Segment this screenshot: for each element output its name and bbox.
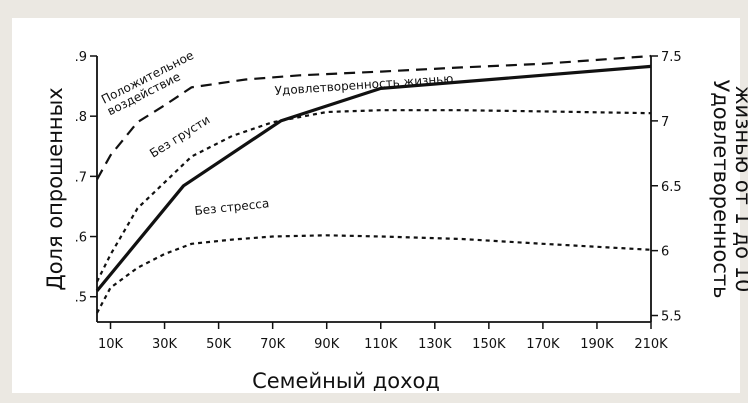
x-tick-label: 110K: [364, 337, 398, 352]
x-axis-title: Семейный доход: [252, 369, 440, 393]
x-tick-label: 70K: [260, 337, 286, 352]
y-right-tick-label: 7: [661, 115, 669, 130]
y-right-tick-label: 7.5: [661, 50, 682, 65]
y-right-tick-label: 6.5: [661, 180, 682, 195]
y-left-tick-label: .9: [75, 50, 87, 65]
y-left-tick-label: .6: [75, 231, 87, 246]
y-right-tick-label: 6: [661, 245, 669, 260]
x-tick-label: 150K: [472, 337, 506, 352]
axes: 10K 30K 50K 70K 90K 110K 130K 150K 170K 190K 210K.…: [75, 50, 682, 352]
x-tick-label: 190K: [580, 337, 614, 352]
y-axis-right-title-line: жизнью от 1 до 10: [731, 86, 748, 293]
x-tick-label: 210K: [634, 337, 668, 352]
series-line-3: [96, 234, 652, 314]
y-left-tick-label: .8: [75, 110, 87, 125]
x-tick-label: 30K: [152, 337, 178, 352]
y-axis-left-title: Доля опрошенных: [43, 87, 67, 290]
series-line-1: [95, 64, 652, 292]
series-layer: [95, 54, 652, 314]
plot-background: [12, 18, 740, 393]
y-left-tick-label: .7: [75, 170, 87, 185]
x-tick-label: 90K: [314, 337, 340, 352]
series-line-0: [96, 54, 652, 180]
y-left-tick-label: .5: [75, 291, 87, 306]
x-tick-label: 50K: [206, 337, 232, 352]
series-line-2: [96, 109, 652, 283]
x-tick-label: 170K: [526, 337, 560, 352]
y-right-tick-label: 5.5: [661, 310, 682, 325]
x-tick-label: 130K: [418, 337, 452, 352]
y-axis-right-title-line: Удовлетворенность: [709, 79, 733, 298]
x-tick-label: 10K: [98, 337, 124, 352]
